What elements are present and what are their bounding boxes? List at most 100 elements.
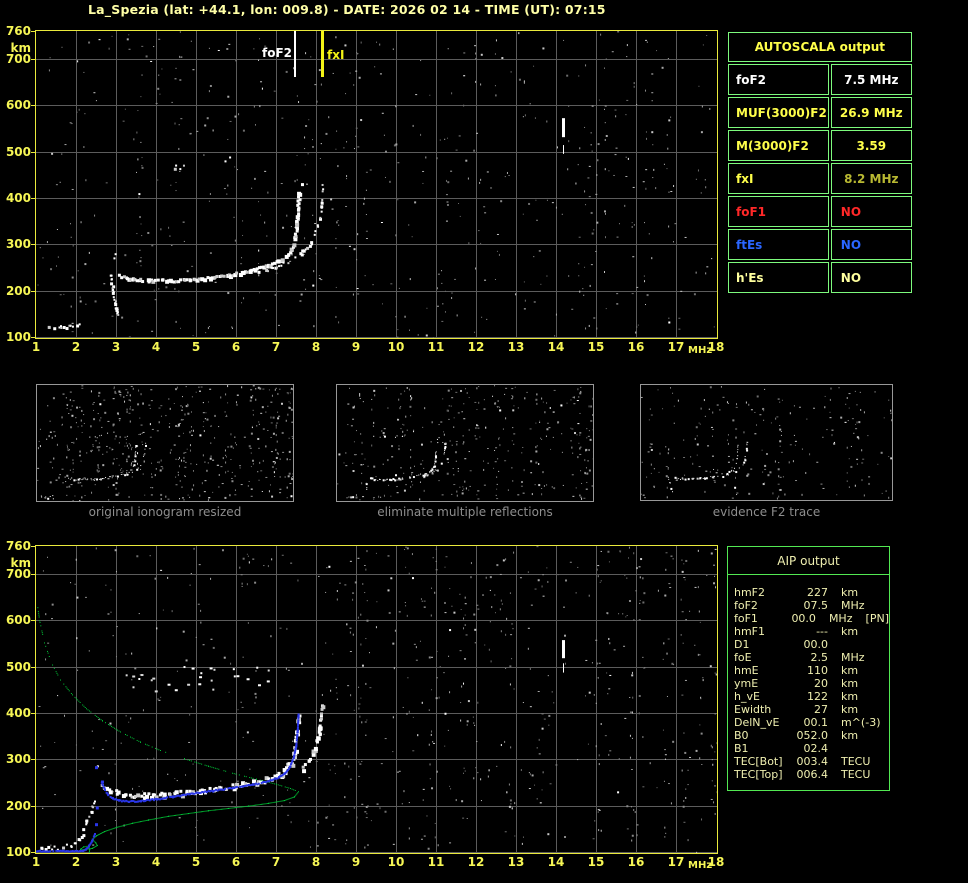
bottom-y-axis-tick-mark: [31, 713, 36, 714]
bottom-y-axis-tick-label: 100: [5, 845, 31, 859]
aip-row: hmE 110 km: [734, 664, 889, 677]
autoscala-row: h'Es NO: [728, 262, 912, 293]
aip-row-unit: [841, 742, 883, 755]
top-y-axis-tick-mark: [31, 337, 36, 338]
top-x-axis-tick-label: 13: [507, 340, 525, 354]
bottom-y-axis-tick-mark: [31, 806, 36, 807]
bottom-x-axis-tick-label: 13: [507, 855, 525, 869]
autoscala-row-label: foF2: [728, 64, 829, 95]
bottom-x-axis-tick-label: 5: [191, 855, 201, 869]
bottom-x-axis-tick-label: 16: [627, 855, 645, 869]
top-x-axis-tick-label: 15: [587, 340, 605, 354]
aip-row-unit: km: [841, 625, 859, 638]
bottom-y-axis-tick-mark: [31, 546, 36, 547]
top-y-axis-tick-label: 200: [5, 283, 31, 298]
aip-row-label: B1: [734, 742, 749, 755]
autoscala-row: fxI 8.2 MHz: [728, 163, 912, 194]
aip-row-label: foF2: [734, 599, 758, 612]
aip-row-label: ymE: [734, 677, 759, 690]
top-y-axis-tick-label: 500: [5, 144, 31, 159]
aip-row-label: B0: [734, 729, 749, 742]
aip-row-unit: MHz: [841, 651, 865, 664]
aip-row-unit: TECU: [841, 768, 871, 781]
top-x-axis-tick-label: 5: [191, 340, 201, 354]
aip-row-value: 00.0: [803, 638, 829, 651]
top-y-axis-tick-label: 700: [5, 51, 31, 66]
top-y-axis-tick-mark: [31, 152, 36, 153]
top-x-axis-tick-label: 11: [427, 340, 445, 354]
autoscala-row: MUF(3000)F2 26.9 MHz: [728, 97, 912, 128]
aip-row-label: hmE: [734, 664, 759, 677]
top-x-axis-tick-label: 17: [667, 340, 685, 354]
top-x-axis-tick-label: 2: [71, 340, 81, 354]
aip-row-unit: km: [841, 586, 859, 599]
top-x-axis-unit-label: MHz: [688, 345, 713, 356]
aip-row-label: TEC[Top]: [734, 768, 783, 781]
aip-row-value: 00.1: [803, 716, 829, 729]
top-y-axis-tick-mark: [31, 105, 36, 106]
autoscala-row-label: MUF(3000)F2: [728, 97, 829, 128]
top-x-axis-tick-label: 1: [31, 340, 41, 354]
aip-row: foE 2.5 MHz: [734, 651, 889, 664]
bottom-x-axis-tick-label: 6: [231, 855, 241, 869]
aip-row-label: foF1: [734, 612, 758, 625]
autoscala-row-value: NO: [830, 196, 912, 227]
autoscala-row-label: ftEs: [728, 229, 829, 260]
thumbnail-f2-canvas: [641, 385, 892, 500]
aip-row: Ewidth 27 km: [734, 703, 889, 716]
bottom-x-axis-tick-label: 1: [31, 855, 41, 869]
aip-row-value: 20: [814, 677, 828, 690]
aip-row-label: h_vE: [734, 690, 760, 703]
thumbnail-caption-eliminate: eliminate multiple reflections: [377, 505, 553, 519]
aip-row: TEC[Top] 006.4 TECU: [734, 768, 889, 781]
bottom-ionogram-canvas: [36, 546, 717, 853]
top-x-axis-tick-label: 18: [707, 340, 725, 354]
bottom-x-axis-tick-label: 7: [271, 855, 281, 869]
aip-row-label: TEC[Bot]: [734, 755, 783, 768]
aip-row-value: 052.0: [796, 729, 829, 742]
autoscala-row-value: 8.2 MHz: [830, 163, 912, 194]
autoscala-row: M(3000)F2 3.59: [728, 130, 912, 161]
aip-row: TEC[Bot] 003.4 TECU: [734, 755, 889, 768]
top-x-axis-tick-label: 4: [151, 340, 161, 354]
aip-row-label: DelN_vE: [734, 716, 780, 729]
thumbnail-caption-original: original ionogram resized: [88, 505, 242, 519]
bottom-y-axis-tick-mark: [31, 759, 36, 760]
thumbnail-original-ionogram: [36, 384, 294, 502]
bottom-y-axis-tick-label: 300: [5, 752, 31, 767]
autoscala-row-value: 3.59: [830, 130, 912, 161]
aip-row-unit: km: [841, 677, 859, 690]
bottom-x-axis-tick-label: 12: [467, 855, 485, 869]
aip-row: ymE 20 km: [734, 677, 889, 690]
bottom-y-axis-tick-mark: [31, 667, 36, 668]
top-y-axis-tick-label: 760: [5, 24, 31, 38]
aip-row: foF1 00.0 MHz [PN]: [734, 612, 889, 625]
top-x-axis-tick-label: 8: [311, 340, 321, 354]
aip-row-unit: m^(-3): [841, 716, 881, 729]
top-x-axis-tick-label: 12: [467, 340, 485, 354]
autoscala-row: ftEs NO: [728, 229, 912, 260]
aip-row-value: 02.4: [803, 742, 829, 755]
aip-row-unit: MHz: [841, 599, 865, 612]
bottom-ionogram-plot: [35, 545, 718, 854]
aip-table-title: AIP output: [728, 547, 889, 575]
aip-row: D1 00.0: [734, 638, 889, 651]
autoscala-row-value: NO: [830, 229, 912, 260]
autoscala-row-label: h'Es: [728, 262, 829, 293]
top-x-axis-tick-label: 6: [231, 340, 241, 354]
aip-row-unit: TECU: [841, 755, 871, 768]
aip-row: hmF2 227 km: [734, 586, 889, 599]
autoscala-row-label: M(3000)F2: [728, 130, 829, 161]
top-x-axis-tick-label: 7: [271, 340, 281, 354]
bottom-y-axis-tick-label: 600: [5, 613, 31, 628]
autoscala-row-value: NO: [830, 262, 912, 293]
top-ionogram-canvas: [36, 31, 717, 338]
bottom-x-axis-tick-label: 2: [71, 855, 81, 869]
thumbnail-caption-f2: evidence F2 trace: [712, 505, 821, 519]
autoscala-row: foF2 7.5 MHz: [728, 64, 912, 95]
top-x-axis-tick-label: 10: [387, 340, 405, 354]
top-y-axis-tick-label: 400: [5, 190, 31, 205]
bottom-y-axis-tick-label: 760: [5, 539, 31, 553]
aip-row-value: 00.0: [791, 612, 816, 625]
aip-row-unit: [841, 638, 883, 651]
